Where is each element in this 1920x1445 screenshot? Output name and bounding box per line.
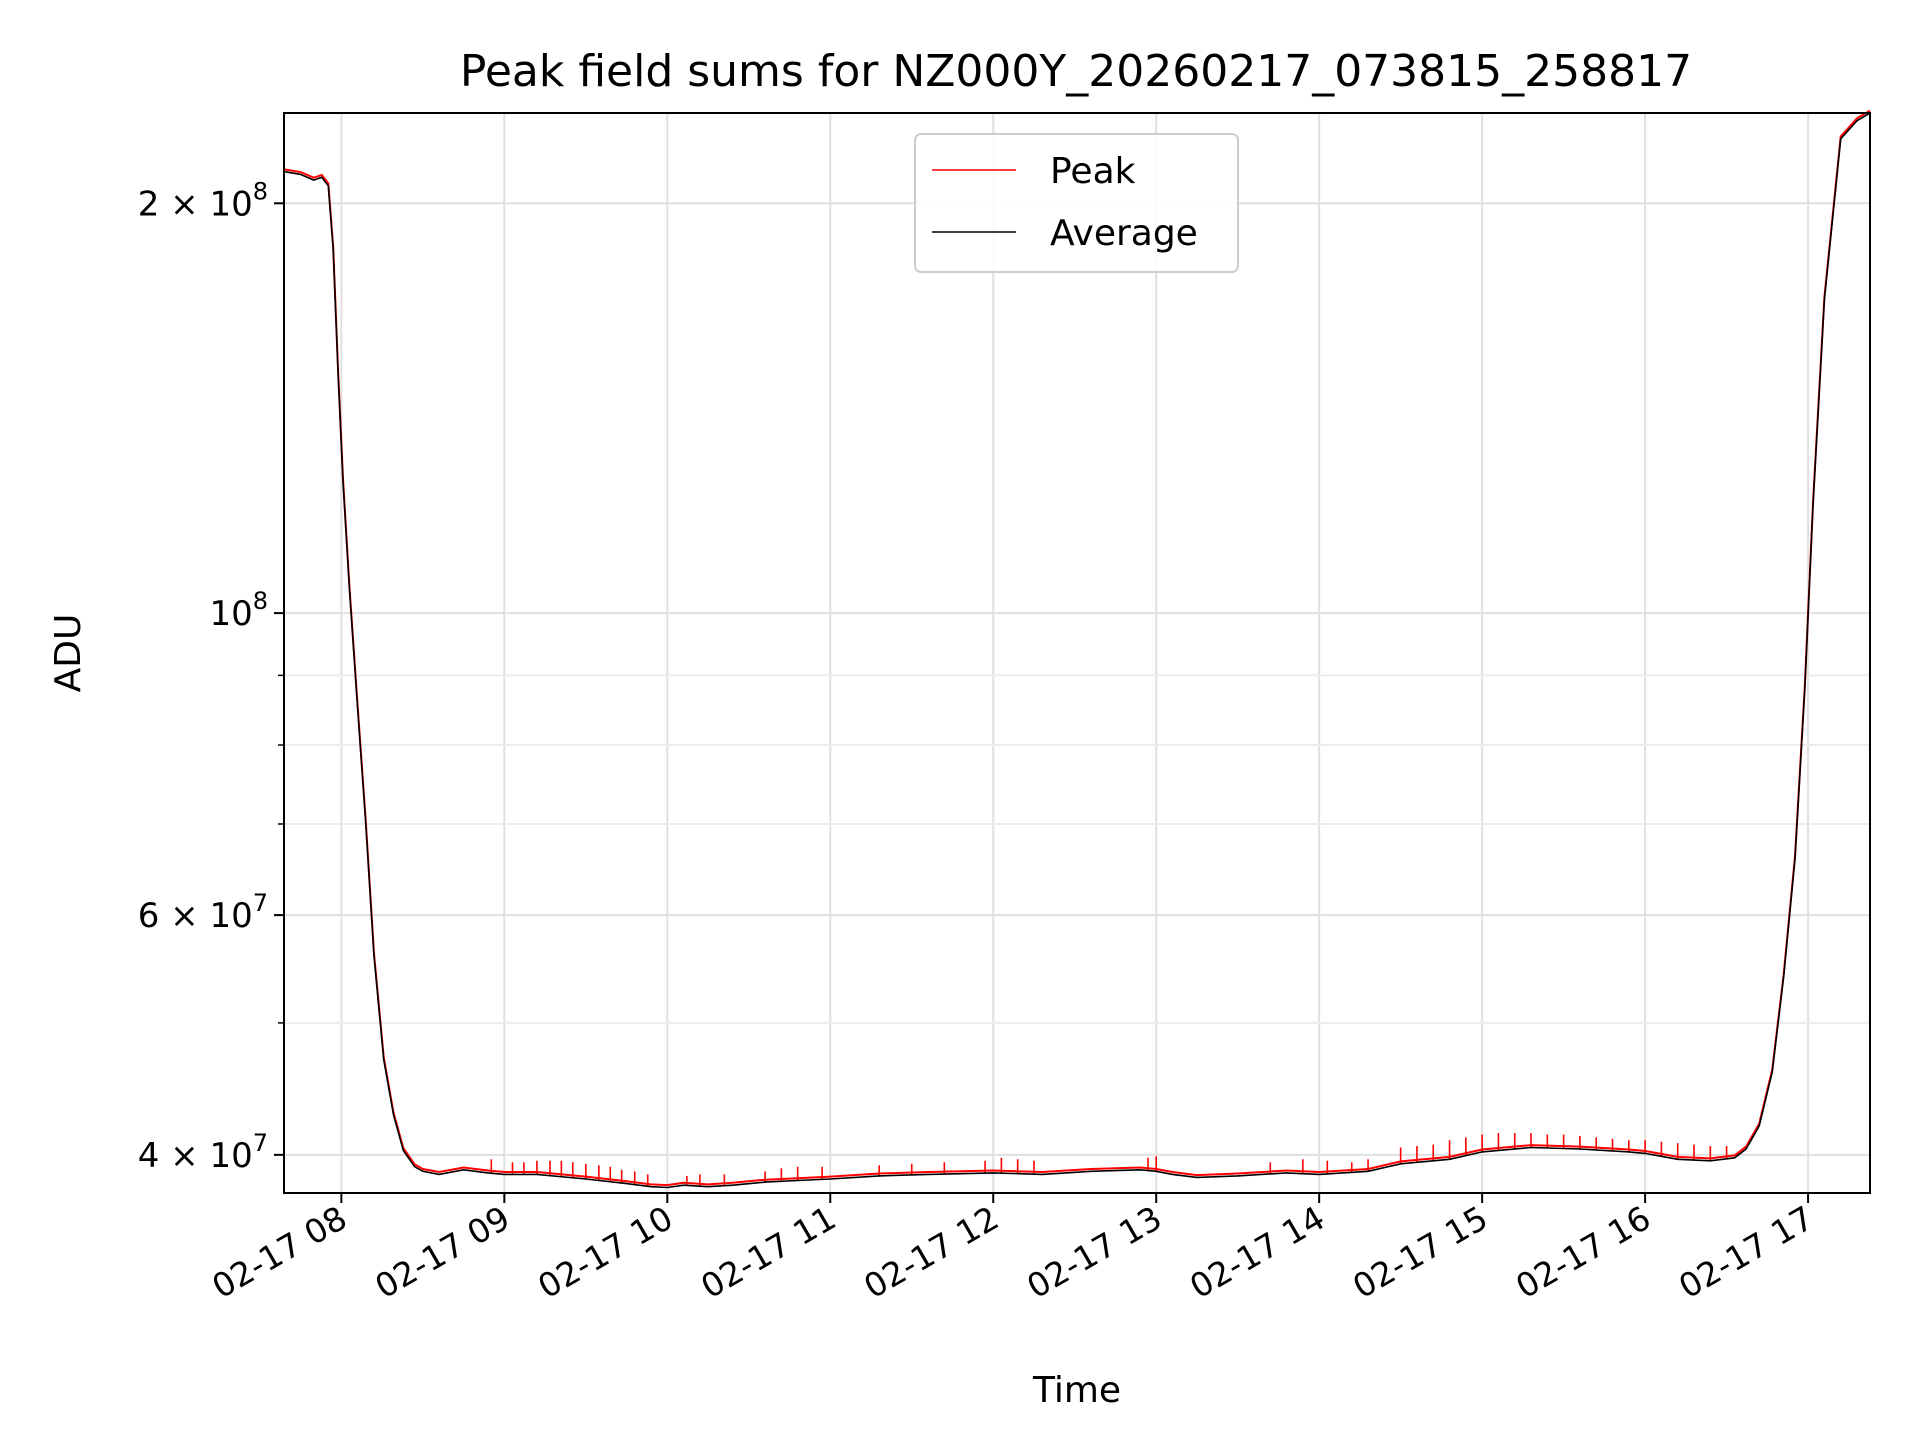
legend-box [914, 133, 1239, 273]
y-tick-label: 6 × 107 [138, 889, 268, 936]
legend-label-peak: Peak [1050, 151, 1136, 192]
average-series-line [283, 112, 1871, 1189]
y-tick-label: 108 [209, 587, 268, 634]
y-axis-label: ADU [48, 614, 89, 693]
y-tick-label: 2 × 108 [138, 177, 268, 224]
chart-title: Peak field sums for NZ000Y_20260217_0738… [460, 46, 1692, 97]
axes-frame [283, 112, 1871, 1194]
legend-label-average: Average [1050, 213, 1198, 254]
y-tick-label: 4 × 107 [138, 1129, 268, 1176]
x-axis-label: Time [1032, 1370, 1121, 1411]
legend: Peak Average [914, 133, 1239, 273]
plot-area [283, 109, 1871, 1189]
